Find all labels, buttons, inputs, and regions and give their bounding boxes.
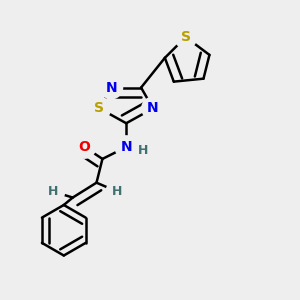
- Circle shape: [105, 180, 129, 203]
- Circle shape: [88, 97, 111, 120]
- Circle shape: [41, 180, 65, 203]
- Circle shape: [141, 97, 165, 120]
- Text: N: N: [106, 81, 117, 94]
- Circle shape: [174, 25, 198, 49]
- Text: H: H: [137, 143, 148, 157]
- Text: O: O: [79, 140, 91, 154]
- Circle shape: [73, 135, 97, 159]
- Text: H: H: [48, 185, 59, 198]
- Text: N: N: [120, 140, 132, 154]
- Text: N: N: [147, 101, 159, 116]
- Text: S: S: [181, 30, 191, 44]
- Text: S: S: [94, 101, 104, 116]
- Circle shape: [131, 138, 154, 162]
- Circle shape: [100, 76, 123, 100]
- Circle shape: [114, 135, 138, 159]
- Text: H: H: [112, 185, 122, 198]
